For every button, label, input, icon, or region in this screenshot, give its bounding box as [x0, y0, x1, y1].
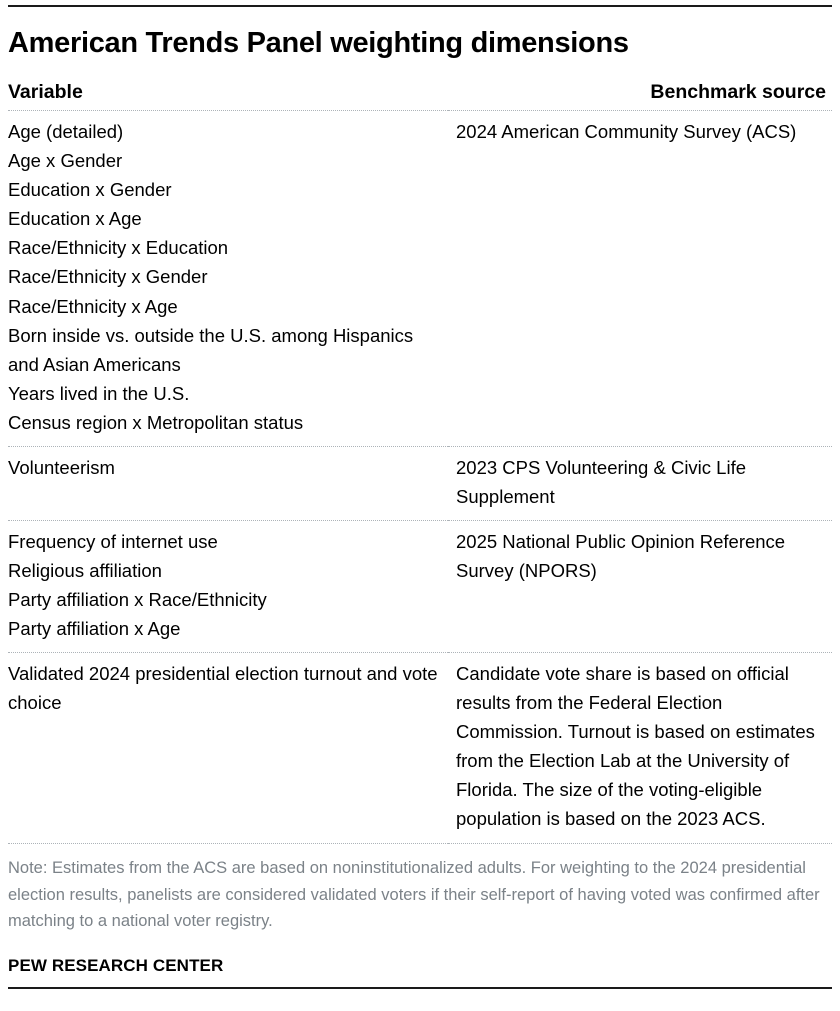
variable-item: Religious affiliation [8, 559, 162, 581]
table-body: Age (detailed) Age x Gender Education x Ge… [8, 110, 832, 845]
variable-item: Party affiliation x Race/Ethnicity [8, 588, 267, 610]
variable-cell: Frequency of internet use Religious affil… [8, 519, 448, 653]
weighting-dimensions-table: Variable Benchmark source Age (detailed)… [8, 81, 832, 845]
table-header: Variable Benchmark source [8, 81, 832, 111]
benchmark-source-text: Candidate vote share is based on officia… [456, 662, 815, 829]
benchmark-source-cell: Candidate vote share is based on officia… [448, 651, 832, 845]
variable-item: Age (detailed) [8, 121, 124, 143]
table-row: Validated 2024 presidential election tur… [8, 651, 832, 845]
variable-cell: Validated 2024 presidential election tur… [8, 651, 448, 845]
variable-item: Race/Ethnicity x Education [8, 237, 229, 259]
variable-item: Party affiliation x Age [8, 617, 181, 639]
variable-item: Education x Gender [8, 179, 172, 201]
top-rule [8, 5, 832, 7]
column-header-variable: Variable [8, 80, 83, 103]
variable-cell: Age (detailed) Age x Gender Education x Ge… [8, 110, 448, 447]
footer-brand: PEW RESEARCH CENTER [8, 956, 224, 976]
page-title: American Trends Panel weighting dimensio… [8, 27, 629, 59]
column-header-benchmark: Benchmark source [650, 80, 826, 103]
variable-cell: Volunteerism [8, 445, 448, 521]
variable-item: Frequency of internet use [8, 530, 218, 552]
note-text: Note: Estimates from the ACS are based o… [8, 859, 820, 931]
benchmark-source-cell: 2025 National Public Opinion Reference S… [448, 519, 832, 653]
variable-item: Age x Gender [8, 150, 123, 172]
variable-item: Race/Ethnicity x Gender [8, 266, 208, 288]
benchmark-source-cell: 2023 CPS Volunteering & Civic Life Suppl… [448, 445, 832, 521]
variable-item: Born inside vs. outside the U.S. among H… [8, 324, 414, 375]
variable-item: Education x Age [8, 208, 142, 230]
table-row: Volunteerism 2023 CPS Volunteering & Civi… [8, 445, 832, 521]
table-header-row: Variable Benchmark source [8, 81, 832, 111]
variable-item: Census region x Metropolitan status [8, 411, 304, 433]
benchmark-source-text: 2023 CPS Volunteering & Civic Life Suppl… [456, 456, 747, 507]
benchmark-source-text: 2024 American Community Survey (ACS) [456, 121, 797, 143]
benchmark-source-text: 2025 National Public Opinion Reference S… [456, 530, 786, 581]
chart-card: American Trends Panel weighting dimensio… [0, 5, 840, 1011]
variable-item: Volunteerism [8, 456, 115, 478]
benchmark-source-cell: 2024 American Community Survey (ACS) [448, 110, 832, 447]
variable-item: Validated 2024 presidential election tur… [8, 662, 438, 713]
variable-item: Race/Ethnicity x Age [8, 295, 178, 317]
table-row: Frequency of internet use Religious affil… [8, 519, 832, 653]
bottom-rule [8, 987, 832, 989]
variable-item: Years lived in the U.S. [8, 382, 190, 404]
table-row: Age (detailed) Age x Gender Education x Ge… [8, 110, 832, 447]
